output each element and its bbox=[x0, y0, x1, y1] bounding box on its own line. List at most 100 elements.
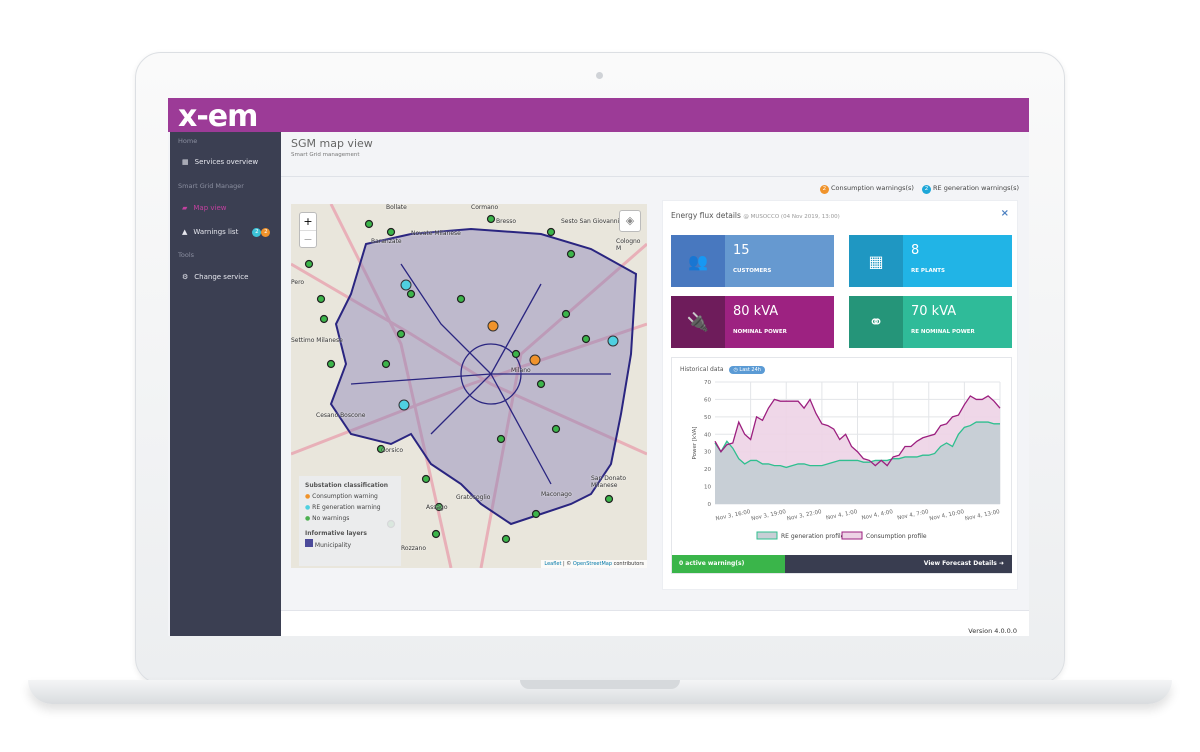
substation-marker-ok bbox=[456, 294, 466, 304]
legend-title: Substation classification bbox=[305, 482, 389, 489]
warnings-summary: 2 Consumption warnings(s) 2 RE generatio… bbox=[819, 184, 1019, 194]
zoom-in-button[interactable]: + bbox=[300, 213, 316, 231]
view-forecast-button[interactable]: View Forecast Details ➜ bbox=[785, 555, 1012, 573]
zoom-out-button[interactable]: − bbox=[303, 233, 313, 246]
page-title: SGM map view bbox=[291, 137, 373, 150]
substation-marker-ok bbox=[536, 379, 546, 389]
substation-marker-ok bbox=[304, 259, 314, 269]
place-label: Cormano bbox=[471, 204, 499, 211]
history-label: Historical data bbox=[680, 366, 724, 373]
substation-marker-ok bbox=[406, 289, 416, 299]
section-home: Home bbox=[178, 137, 198, 145]
divider bbox=[281, 176, 1029, 177]
leaflet-link[interactable]: Leaflet bbox=[544, 561, 562, 567]
substation-marker-ok bbox=[531, 509, 541, 519]
active-warnings-status: 0 active warning(s) bbox=[672, 555, 785, 573]
x-tick-label: Nov 3, 22:00 bbox=[786, 509, 822, 522]
municipality-swatch bbox=[305, 539, 313, 547]
substation-marker-re-warning bbox=[400, 279, 412, 291]
series-line-1 bbox=[714, 395, 1001, 467]
layers-icon[interactable]: ◈ bbox=[619, 210, 641, 232]
logo[interactable]: x-em bbox=[178, 99, 258, 134]
legend-swatch bbox=[756, 531, 778, 540]
x-tick-label: Nov 4, 13:00 bbox=[965, 509, 1001, 522]
y-tick-label: 40 bbox=[704, 432, 711, 438]
sidebar-item-label: Map view bbox=[193, 204, 227, 212]
y-tick-label: 60 bbox=[704, 397, 711, 403]
section-smart-grid-manager: Smart Grid Manager bbox=[178, 182, 244, 190]
close-button[interactable]: × bbox=[1000, 208, 1009, 219]
municipality-polygon bbox=[329, 227, 638, 526]
consumption-count-badge: 2 bbox=[819, 185, 829, 194]
sidebar: Home ▦ Services overview Smart Grid Manag… bbox=[170, 132, 281, 636]
x-tick-label: Nov 3, 19:00 bbox=[751, 509, 787, 522]
card-value: 80 kVA bbox=[733, 304, 779, 319]
consumption-warnings-badge: 2 bbox=[261, 228, 271, 237]
substation-marker-ok bbox=[551, 424, 561, 434]
series-area-0 bbox=[715, 422, 1000, 504]
legend-item: Consumption warning bbox=[312, 493, 378, 500]
y-tick-label: 70 bbox=[704, 380, 711, 386]
range-badge[interactable]: ◷ Last 24h bbox=[729, 366, 765, 374]
map-attribution: Leaflet | © OpenStreetMap contributors bbox=[541, 560, 647, 568]
orange-dot-icon: ● bbox=[305, 493, 311, 500]
card-label: RE PLANTS bbox=[911, 268, 946, 274]
re-warnings-label: RE generation warnings(s) bbox=[933, 184, 1019, 192]
substation-marker-re-warning bbox=[398, 399, 410, 411]
app-screen: x-em Home ▦ Services overview Smart Grid … bbox=[168, 98, 1029, 636]
substation-marker-re-warning bbox=[607, 335, 619, 347]
layers-title: Informative layers bbox=[305, 530, 367, 537]
place-label: Rozzano bbox=[401, 545, 427, 552]
place-label: Cologno M bbox=[616, 238, 641, 252]
y-tick-label: 30 bbox=[704, 450, 711, 456]
substation-marker-ok bbox=[431, 529, 441, 539]
card-label: RE NOMINAL POWER bbox=[911, 329, 975, 335]
panel-title: Energy flux details bbox=[671, 211, 741, 220]
card-label: NOMINAL POWER bbox=[733, 329, 787, 335]
substation-marker-ok bbox=[546, 227, 556, 237]
substation-marker-ok bbox=[604, 494, 614, 504]
grid-icon: ▦ bbox=[182, 158, 189, 166]
substation-marker-ok bbox=[496, 434, 506, 444]
legend-label: Consumption profile bbox=[866, 533, 927, 540]
map-icon: ▰ bbox=[182, 204, 188, 212]
substation-marker-ok bbox=[486, 214, 496, 224]
substation-marker-ok bbox=[561, 309, 571, 319]
sidebar-item-map-view[interactable]: ▰ Map view bbox=[182, 204, 227, 212]
substation-marker-consumption-warning bbox=[529, 354, 541, 366]
card-value: 8 bbox=[911, 243, 920, 258]
place-label: Novate Milanese bbox=[411, 230, 461, 237]
version-label: Version 4.0.0.0 bbox=[968, 627, 1017, 635]
substation-marker-ok bbox=[326, 359, 336, 369]
sidebar-item-change-service[interactable]: ⚙ Change service bbox=[182, 273, 248, 281]
section-tools: Tools bbox=[178, 251, 195, 259]
history-box: Historical data ◷ Last 24h 0 10 20 30 40 50 60… bbox=[671, 357, 1012, 574]
re-warnings-badge: 2 bbox=[252, 228, 262, 237]
place-label: San Donato Milanese bbox=[591, 475, 626, 489]
x-tick-label: Nov 3, 16:00 bbox=[715, 509, 751, 522]
legend-item: RE generation warning bbox=[312, 504, 381, 511]
gears-icon: ⚙ bbox=[182, 273, 189, 281]
substation-marker-ok bbox=[581, 334, 591, 344]
substation-marker-ok bbox=[364, 219, 374, 229]
substation-marker-ok bbox=[396, 329, 406, 339]
consumption-warnings-label: Consumption warnings(s) bbox=[830, 184, 914, 192]
chevron-right-icon: ➜ bbox=[998, 560, 1004, 567]
osm-link[interactable]: OpenStreetMap bbox=[572, 561, 612, 567]
attribution-sep: | © bbox=[561, 561, 573, 567]
panel-subtitle: @ MUSOCCO (04 Nov 2019, 13:00) bbox=[743, 214, 840, 220]
map-canvas[interactable] bbox=[291, 204, 647, 568]
footer: Version 4.0.0.0 bbox=[281, 610, 1029, 636]
substation-marker-ok bbox=[566, 249, 576, 259]
x-tick-label: Nov 4, 7:00 bbox=[897, 509, 930, 522]
main-content: SGM map view Smart Grid management 2 Con… bbox=[281, 132, 1029, 636]
sidebar-item-services-overview[interactable]: ▦ Services overview bbox=[182, 158, 258, 166]
x-tick-label: Nov 4, 10:00 bbox=[929, 509, 965, 522]
solar-panel-icon: ▦ bbox=[849, 235, 903, 287]
map[interactable]: + − ◈ Substation classification ● Consum… bbox=[291, 204, 647, 568]
re-count-badge: 2 bbox=[921, 185, 931, 194]
card-label: CUSTOMERS bbox=[733, 268, 772, 274]
y-tick-label: 10 bbox=[704, 485, 711, 491]
